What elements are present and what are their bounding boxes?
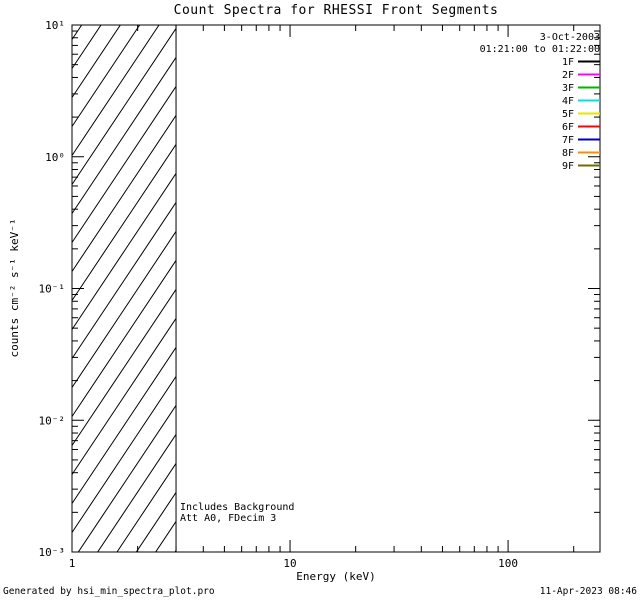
x-tick-label: 1	[69, 557, 76, 570]
attenuator-note: Att A0, FDecim 3	[180, 513, 276, 524]
hatch-line	[72, 289, 177, 446]
hatch-line	[72, 376, 177, 533]
y-axis-ticks: 10¹ 10⁰ 10⁻¹ 10⁻² 10⁻³	[39, 19, 600, 559]
legend-label: 5F	[562, 109, 574, 120]
legend-label: 2F	[562, 70, 574, 81]
legend-entry: 7F	[562, 135, 600, 146]
plot-frame	[71, 24, 601, 553]
hatch-line	[72, 25, 83, 40]
hatch-line	[72, 57, 177, 214]
legend-label: 6F	[562, 122, 574, 133]
y-tick-label: 10⁰	[45, 151, 65, 164]
legend-label: 3F	[562, 83, 574, 94]
x-tick-label: 100	[498, 557, 518, 570]
x-axis-ticks: 1 10 100	[69, 25, 575, 570]
hatch-line	[72, 28, 177, 185]
hatch-line	[155, 521, 177, 552]
observation-date: 3-Oct-2003	[540, 32, 600, 43]
background-note: Includes Background	[180, 502, 294, 513]
legend-entry: 4F	[562, 96, 600, 107]
hatch-line	[116, 463, 177, 552]
hatch-line	[72, 25, 102, 69]
hatch-line	[97, 434, 177, 552]
footer-generator: Generated by hsi_min_spectra_plot.pro	[3, 586, 215, 597]
hatch-line	[72, 202, 177, 359]
hatch-line	[72, 115, 177, 272]
y-axis-label: counts cm⁻² s⁻¹ keV⁻¹	[8, 218, 21, 357]
legend-label: 9F	[562, 161, 574, 172]
legend-entry: 9F	[562, 161, 600, 172]
legend-entry: 1F	[562, 57, 600, 68]
hatch-line	[77, 405, 177, 552]
legend-label: 7F	[562, 135, 574, 146]
legend-entry: 8F	[562, 148, 600, 159]
hatch-line	[72, 260, 177, 417]
legend-entry: 3F	[562, 83, 600, 94]
legend-label: 4F	[562, 96, 574, 107]
footer-timestamp: 11-Apr-2023 08:46	[540, 586, 638, 597]
legend-label: 8F	[562, 148, 574, 159]
hatch-line	[72, 173, 177, 330]
observation-time-range: 01:21:00 to 01:22:00	[480, 44, 600, 55]
legend-entry: 5F	[562, 109, 600, 120]
legend-entry: 2F	[562, 70, 600, 81]
legend: 1F 2F 3F 4F 5F 6F 7F 8F 9F	[562, 57, 600, 172]
legend-entry: 6F	[562, 122, 600, 133]
legend-label: 1F	[562, 57, 574, 68]
x-axis-label: Energy (keV)	[296, 570, 375, 583]
hatch-line	[135, 492, 177, 552]
chart-title: Count Spectra for RHESSI Front Segments	[174, 3, 499, 18]
hatch-line	[72, 347, 177, 504]
hatch-line	[72, 318, 177, 475]
y-tick-label: 10⁻¹	[39, 283, 66, 296]
hatch-line	[72, 25, 121, 98]
y-tick-label: 10⁻³	[39, 546, 66, 559]
y-tick-label: 10¹	[45, 19, 65, 32]
x-tick-label: 10	[283, 557, 296, 570]
hatch-line	[72, 86, 177, 243]
hatch-line	[72, 25, 160, 156]
hatched-region	[72, 25, 177, 552]
plot-area: 1 10 100 10¹ 10⁰ 10⁻¹ 10⁻² 10⁻³	[39, 19, 601, 570]
hatch-line	[72, 25, 141, 127]
hatch-line	[72, 144, 177, 301]
hatch-line	[72, 231, 177, 388]
y-tick-label: 10⁻²	[39, 414, 66, 427]
